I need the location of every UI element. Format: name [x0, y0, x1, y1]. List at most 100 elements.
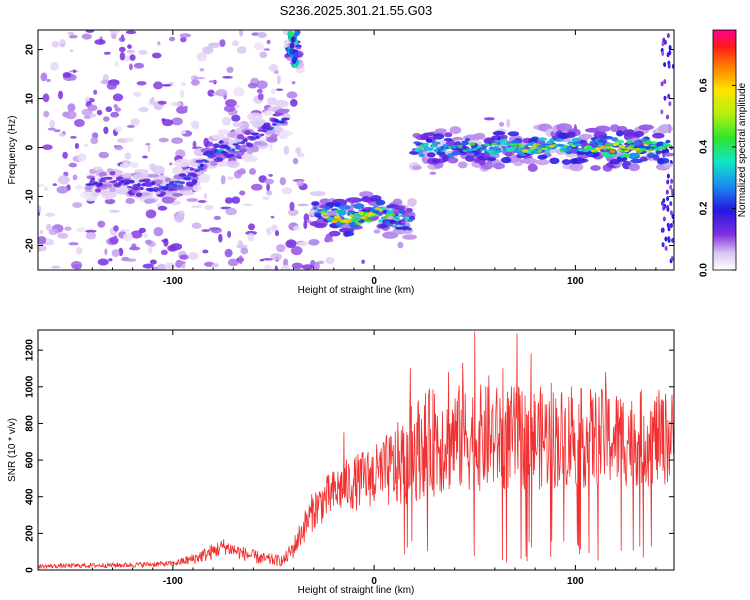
- spectrogram-signal-blob: [389, 213, 396, 217]
- spectrogram-noise-blob: [72, 174, 78, 181]
- spectrogram-noise-blob: [291, 262, 304, 269]
- spectrogram-signal-blob: [477, 144, 482, 148]
- spectrogram-noise-blob: [286, 91, 298, 99]
- spectrogram-noise-blob: [662, 37, 666, 43]
- spectrogram-noise-blob: [665, 189, 669, 195]
- spectrogram-signal-blob: [534, 143, 541, 146]
- spectrogram-signal-blob: [480, 148, 484, 152]
- spectrogram-signal-blob: [289, 42, 295, 49]
- spectrogram-signal-blob: [499, 138, 509, 144]
- spectrogram-signal-blob: [349, 214, 354, 218]
- spectrogram-signal-blob: [638, 124, 654, 131]
- snr-y-tick-label: 400: [25, 488, 36, 505]
- spectrogram-signal-blob: [91, 192, 100, 197]
- spectrogram-noise-blob: [266, 227, 271, 233]
- spectrogram-noise-blob: [74, 143, 79, 149]
- spectrogram-signal-blob: [133, 187, 140, 191]
- spectrogram-signal-blob: [590, 165, 601, 171]
- spectrogram-signal-blob: [538, 149, 542, 153]
- spectrogram-noise-blob: [87, 104, 98, 112]
- spectrogram-noise-blob: [266, 183, 270, 192]
- spectrogram-noise-blob: [297, 203, 309, 207]
- spectrogram-signal-blob: [487, 157, 497, 162]
- spectrogram-noise-blob: [662, 205, 666, 211]
- spectrogram-noise-blob: [81, 33, 92, 40]
- spectrogram-signal-blob: [313, 222, 327, 229]
- spectrogram-signal-blob: [324, 205, 331, 211]
- spectrogram-signal-blob: [170, 188, 176, 191]
- spectrogram-noise-blob: [51, 40, 60, 48]
- spectrogram-noise-blob: [666, 33, 670, 39]
- colorbar-tick-label: 0.2: [699, 201, 710, 215]
- spectrogram-noise-blob: [149, 259, 157, 265]
- spectrogram-noise-blob: [663, 79, 667, 85]
- spectrogram-signal-blob: [394, 205, 406, 211]
- spectrogram-noise-blob: [64, 226, 72, 231]
- spectrogram-noise-blob: [213, 215, 221, 220]
- spectrogram-noise-blob: [313, 261, 320, 270]
- spectrogram-signal-blob: [520, 145, 526, 148]
- snr-panel: -100 0 100 0 200 400 600 800 1000 1200 Height of…: [7, 329, 675, 596]
- spectrogram-signal-blob: [609, 124, 620, 132]
- spectrogram-signal-blob: [513, 161, 523, 167]
- colorbar-label: Normalized spectral amplitude: [737, 82, 748, 217]
- spectrogram-signal-blob: [647, 153, 655, 159]
- spectrogram-signal-blob: [165, 177, 171, 182]
- spectrogram-noise-blob: [285, 239, 297, 249]
- spectrogram-noise-blob: [85, 232, 97, 240]
- spectrogram-noise-blob: [71, 264, 82, 270]
- spectrogram-signal-blob: [621, 147, 628, 150]
- spectrogram-noise-blob: [110, 111, 120, 118]
- spectrogram-signal-blob: [583, 146, 588, 149]
- spectrogram-signal-blob: [147, 173, 160, 178]
- spectrogram-noise-blob: [186, 198, 198, 202]
- spectrogram-noise-blob: [74, 119, 85, 127]
- spectrogram-signal-blob: [269, 126, 275, 129]
- spectrogram-noise-blob: [262, 258, 274, 261]
- spectrogram-noise-blob: [180, 82, 187, 87]
- spectrogram-noise-blob: [145, 143, 151, 146]
- spectrogram-signal-blob: [217, 129, 230, 135]
- spectrogram-noise-blob: [266, 39, 271, 45]
- spectrogram-signal-blob: [173, 184, 178, 188]
- spectrogram-signal-blob: [107, 176, 113, 180]
- spectrogram-noise-blob: [670, 178, 674, 184]
- spectrogram-noise-blob: [247, 232, 255, 242]
- spectrogram-signal-blob: [98, 172, 108, 177]
- spectrogram-noise-blob: [201, 229, 211, 232]
- spectrogram-noise-blob: [203, 192, 208, 199]
- spectrogram-noise-blob: [666, 222, 670, 228]
- spectrogram-noise-blob: [233, 87, 245, 97]
- spectrogram-noise-blob: [287, 209, 299, 216]
- spectrogram-signal-blob: [183, 176, 191, 181]
- spectrogram-noise-blob: [104, 248, 108, 255]
- spectrogram-noise-blob: [68, 162, 78, 168]
- spectrogram-signal-blob: [182, 185, 193, 191]
- spectrogram-signal-blob: [488, 146, 495, 151]
- spectrogram-signal-blob: [313, 206, 318, 211]
- spectrogram-signal-blob: [581, 149, 586, 152]
- spectrogram-signal-blob: [180, 190, 195, 196]
- spectrogram-signal-blob: [345, 219, 353, 223]
- spectrogram-x-axis-label: Height of straight line (km): [298, 285, 415, 296]
- spectrogram-signal-blob: [557, 143, 562, 147]
- spectrogram-signal-blob: [178, 173, 187, 177]
- spectrogram-noise-blob: [97, 220, 106, 228]
- spectrogram-noise-blob: [270, 215, 275, 219]
- spectrogram-noise-blob: [38, 236, 47, 245]
- spectrogram-signal-blob: [137, 182, 141, 187]
- spectrogram-signal-blob: [198, 173, 211, 183]
- spectrogram-signal-blob: [529, 146, 536, 150]
- spectrogram-signal-blob: [351, 218, 357, 223]
- spectrogram-noise-blob: [483, 117, 495, 121]
- spectrogram-signal-blob: [665, 139, 671, 144]
- spectrogram-signal-blob: [331, 219, 338, 224]
- spectrogram-signal-blob: [191, 179, 198, 185]
- spectrogram-noise-blob: [94, 39, 106, 45]
- spectrogram-signal-blob: [199, 163, 204, 168]
- spectrogram-signal-blob: [359, 191, 374, 198]
- spectrogram-noise-blob: [232, 40, 239, 47]
- spectrogram-signal-blob: [120, 179, 124, 184]
- spectrogram-signal-blob: [402, 234, 417, 240]
- spectrogram-signal-blob: [94, 188, 102, 193]
